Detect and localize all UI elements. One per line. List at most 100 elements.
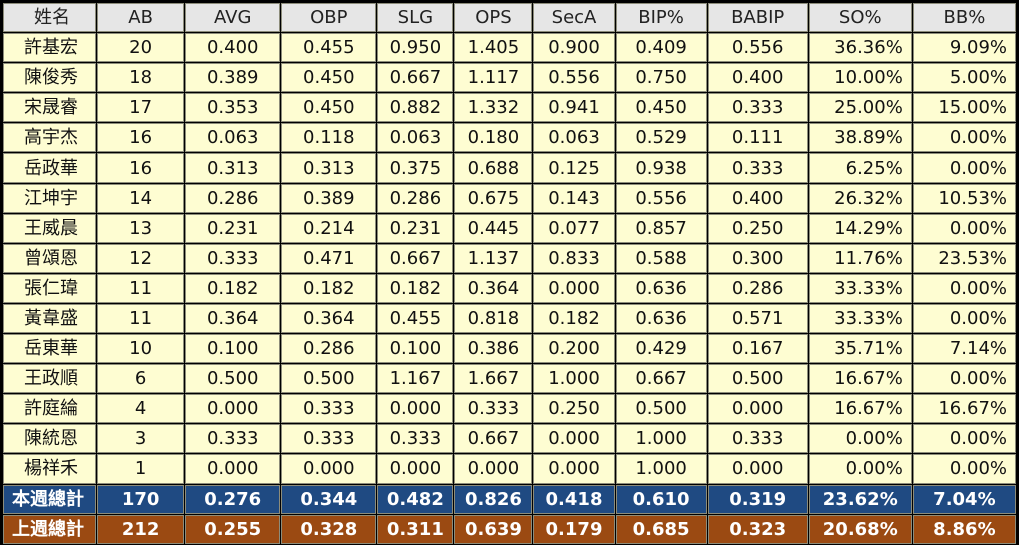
cell-name: 高宇杰	[3, 123, 97, 153]
cell-seca: 0.200	[533, 334, 615, 364]
cell-bb: 7.04%	[912, 484, 1016, 514]
cell-so: 14.29%	[808, 213, 912, 243]
cell-ops: 1.137	[454, 243, 533, 273]
cell-seca: 0.833	[533, 243, 615, 273]
cell-ops: 0.386	[454, 334, 533, 364]
cell-babip: 0.400	[707, 183, 808, 213]
cell-bb: 16.67%	[912, 394, 1016, 424]
player-row: 楊祥禾 1 0.000 0.000 0.000 0.000 0.000 1.000 0.000 0…	[3, 454, 1016, 484]
cell-obp: 0.500	[281, 364, 377, 394]
header-so: SO%	[808, 3, 912, 33]
cell-so: 10.00%	[808, 63, 912, 93]
cell-avg: 0.255	[185, 514, 281, 544]
cell-slg: 0.482	[377, 484, 454, 514]
header-slg: SLG	[377, 3, 454, 33]
cell-seca: 0.941	[533, 93, 615, 123]
cell-ops: 0.688	[454, 153, 533, 183]
cell-ops: 0.667	[454, 424, 533, 454]
cell-ops: 1.405	[454, 33, 533, 63]
cell-ops: 0.364	[454, 273, 533, 303]
cell-so: 33.33%	[808, 273, 912, 303]
cell-so: 0.00%	[808, 424, 912, 454]
cell-avg: 0.000	[185, 394, 281, 424]
cell-name: 岳政華	[3, 153, 97, 183]
cell-bb: 0.00%	[912, 153, 1016, 183]
cell-bip: 0.636	[615, 273, 707, 303]
header-obp: OBP	[281, 3, 377, 33]
cell-obp: 0.333	[281, 394, 377, 424]
cell-bip: 1.000	[615, 424, 707, 454]
cell-obp: 0.118	[281, 123, 377, 153]
cell-babip: 0.556	[707, 33, 808, 63]
cell-bb: 0.00%	[912, 303, 1016, 334]
cell-seca: 0.063	[533, 123, 615, 153]
cell-bb: 7.14%	[912, 334, 1016, 364]
cell-bb: 0.00%	[912, 454, 1016, 484]
cell-ops: 1.332	[454, 93, 533, 123]
cell-slg: 0.000	[377, 394, 454, 424]
cell-avg: 0.100	[185, 334, 281, 364]
cell-bb: 0.00%	[912, 213, 1016, 243]
stats-table-container: 姓名 AB AVG OBP SLG OPS SecA BIP% BABIP SO% BB% 許基宏 2…	[3, 3, 1016, 544]
cell-ab: 16	[97, 153, 185, 183]
cell-so: 33.33%	[808, 303, 912, 334]
cell-avg: 0.182	[185, 273, 281, 303]
cell-avg: 0.063	[185, 123, 281, 153]
cell-bip: 0.610	[615, 484, 707, 514]
cell-avg: 0.313	[185, 153, 281, 183]
cell-name: 本週總計	[3, 484, 97, 514]
cell-slg: 0.333	[377, 424, 454, 454]
cell-name: 上週總計	[3, 514, 97, 544]
cell-babip: 0.300	[707, 243, 808, 273]
header-ab: AB	[97, 3, 185, 33]
header-ops: OPS	[454, 3, 533, 33]
cell-seca: 0.000	[533, 273, 615, 303]
cell-slg: 0.882	[377, 93, 454, 123]
cell-ab: 20	[97, 33, 185, 63]
cell-bb: 0.00%	[912, 273, 1016, 303]
cell-so: 20.68%	[808, 514, 912, 544]
cell-so: 11.76%	[808, 243, 912, 273]
cell-slg: 0.286	[377, 183, 454, 213]
cell-obp: 0.328	[281, 514, 377, 544]
cell-slg: 0.182	[377, 273, 454, 303]
cell-avg: 0.500	[185, 364, 281, 394]
cell-obp: 0.450	[281, 63, 377, 93]
cell-ops: 0.445	[454, 213, 533, 243]
cell-seca: 0.418	[533, 484, 615, 514]
cell-babip: 0.333	[707, 93, 808, 123]
cell-obp: 0.471	[281, 243, 377, 273]
cell-babip: 0.167	[707, 334, 808, 364]
cell-avg: 0.364	[185, 303, 281, 334]
player-row: 高宇杰 16 0.063 0.118 0.063 0.180 0.063 0.529 0.111…	[3, 123, 1016, 153]
cell-name: 王政順	[3, 364, 97, 394]
cell-obp: 0.000	[281, 454, 377, 484]
cell-seca: 0.250	[533, 394, 615, 424]
cell-slg: 0.375	[377, 153, 454, 183]
cell-obp: 0.182	[281, 273, 377, 303]
cell-ab: 17	[97, 93, 185, 123]
player-row: 岳政華 16 0.313 0.313 0.375 0.688 0.125 0.938 0.333…	[3, 153, 1016, 183]
cell-ab: 170	[97, 484, 185, 514]
cell-ab: 13	[97, 213, 185, 243]
cell-bip: 0.529	[615, 123, 707, 153]
cell-name: 曾頌恩	[3, 243, 97, 273]
cell-ops: 0.333	[454, 394, 533, 424]
cell-ab: 11	[97, 303, 185, 334]
cell-ab: 18	[97, 63, 185, 93]
header-seca: SecA	[533, 3, 615, 33]
cell-babip: 0.333	[707, 424, 808, 454]
cell-name: 岳東華	[3, 334, 97, 364]
cell-ab: 1	[97, 454, 185, 484]
cell-obp: 0.333	[281, 424, 377, 454]
cell-bb: 0.00%	[912, 364, 1016, 394]
player-row: 陳俊秀 18 0.389 0.450 0.667 1.117 0.556 0.750 0.400…	[3, 63, 1016, 93]
header-babip: BABIP	[707, 3, 808, 33]
cell-ab: 16	[97, 123, 185, 153]
cell-so: 38.89%	[808, 123, 912, 153]
cell-ops: 0.675	[454, 183, 533, 213]
cell-bip: 0.857	[615, 213, 707, 243]
cell-name: 楊祥禾	[3, 454, 97, 484]
cell-bip: 0.450	[615, 93, 707, 123]
cell-ab: 14	[97, 183, 185, 213]
